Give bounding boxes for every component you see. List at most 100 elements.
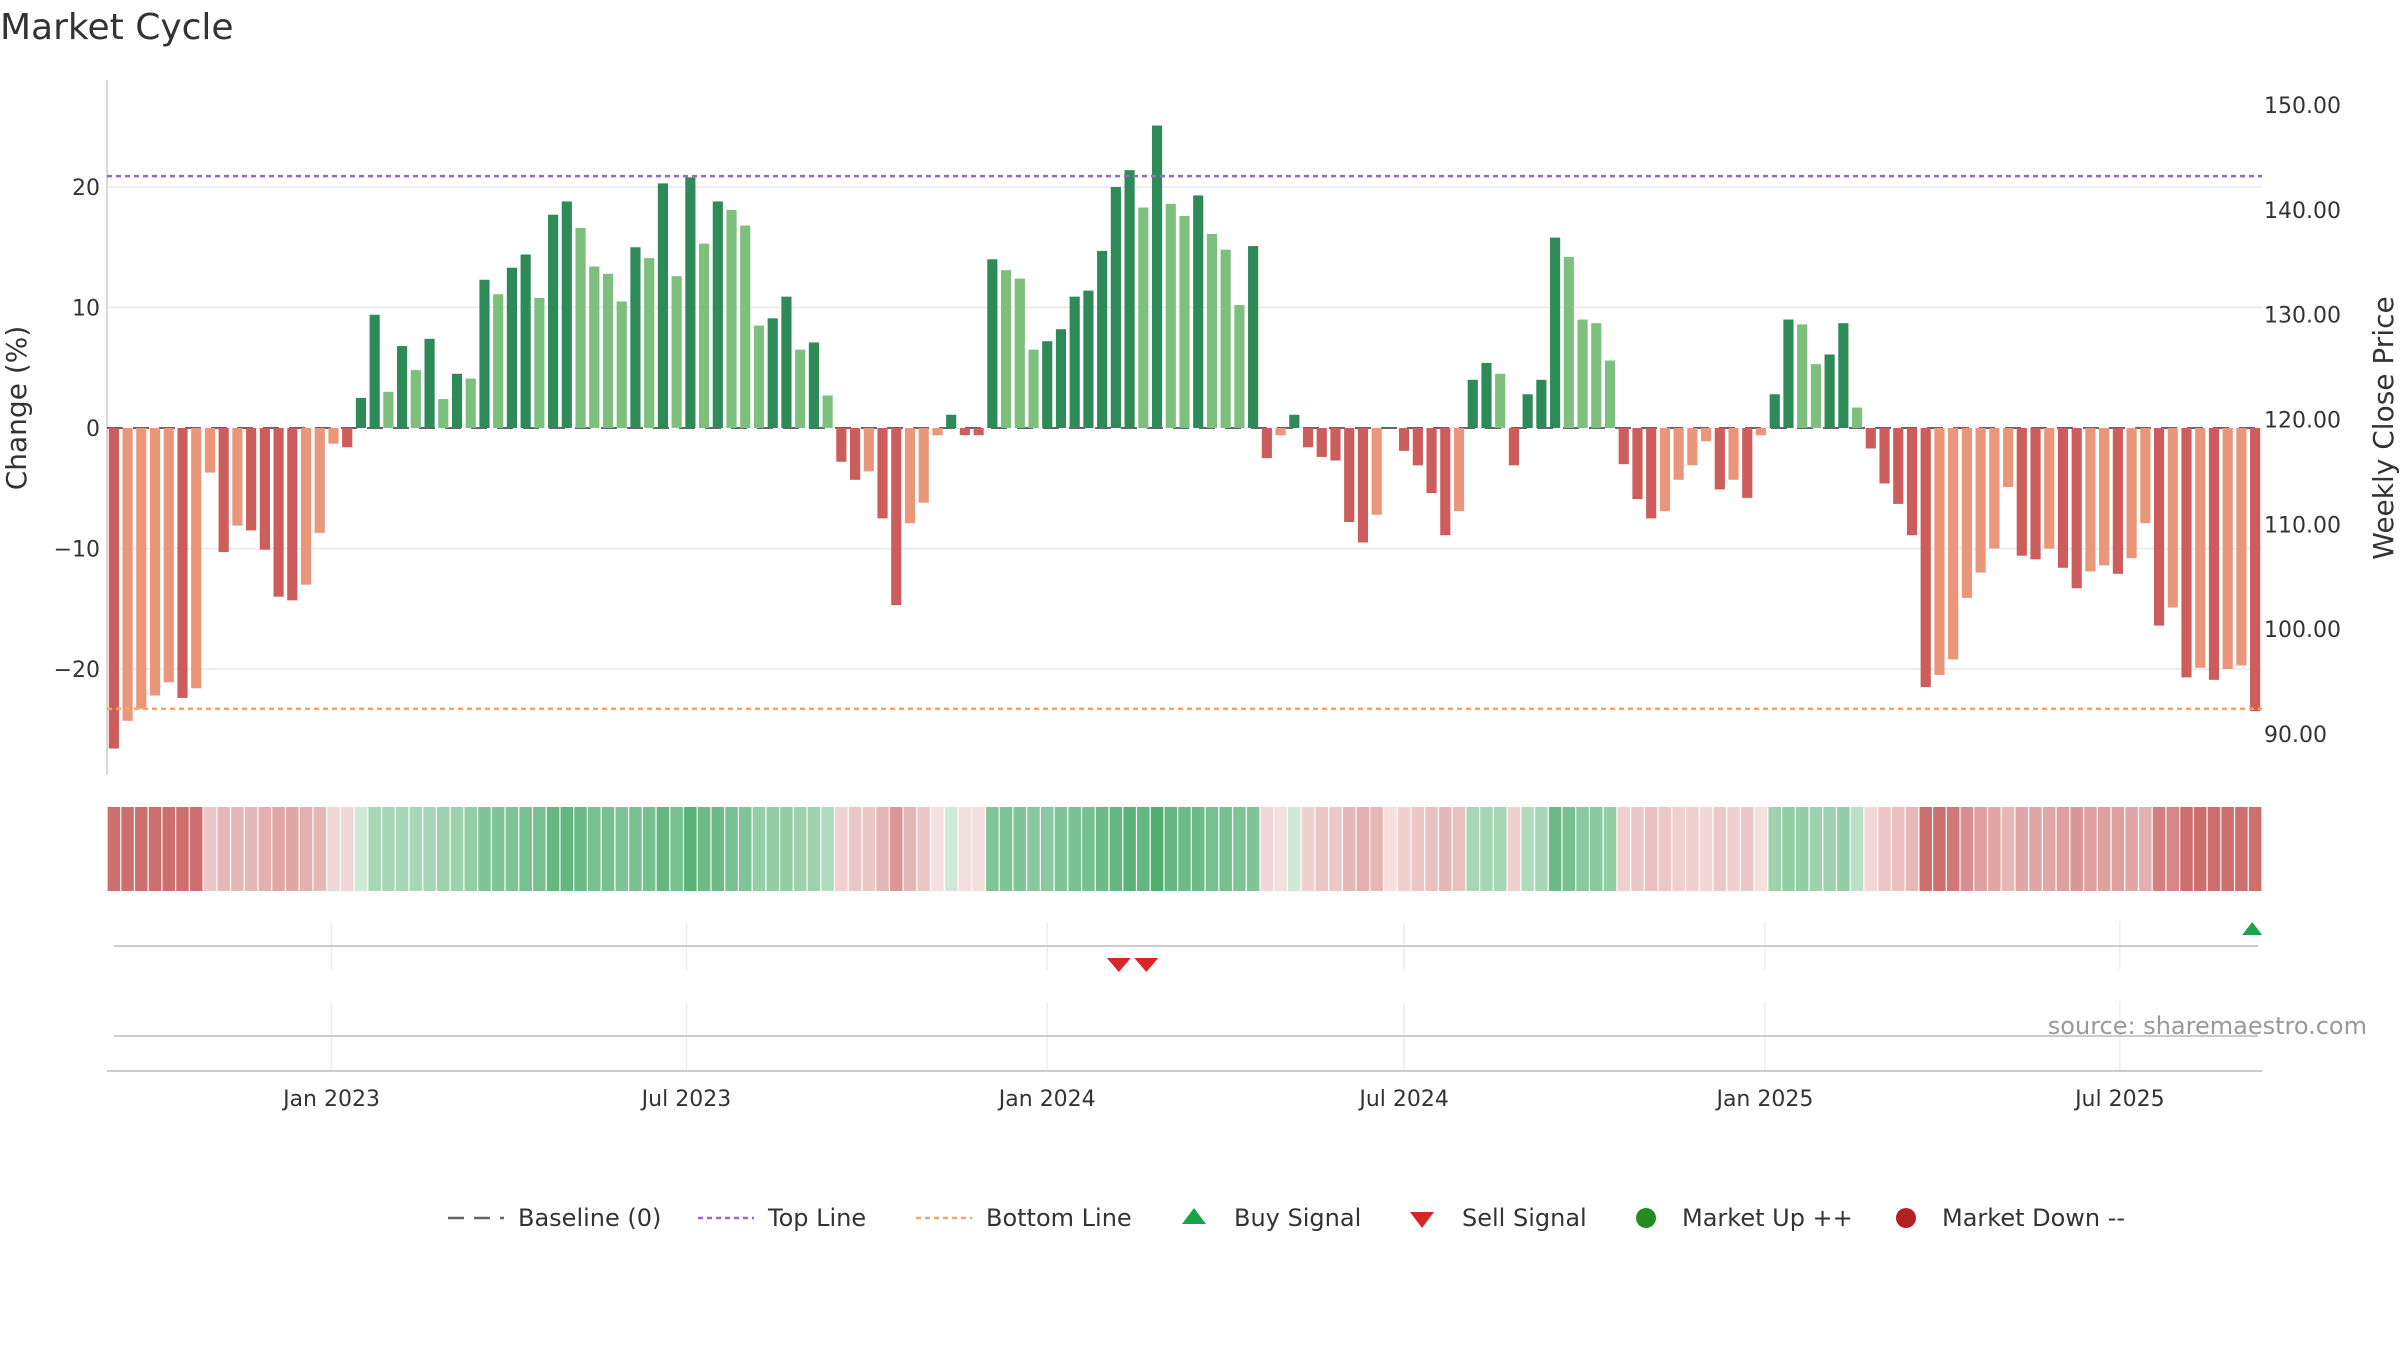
y-tick-label: −10 xyxy=(54,538,100,563)
heat-cell xyxy=(1411,807,1425,891)
change-bar xyxy=(1316,428,1327,457)
heat-cell xyxy=(807,807,821,891)
change-bar xyxy=(493,294,504,428)
heat-cell xyxy=(2139,807,2152,891)
signal-panel xyxy=(114,922,2263,972)
heat-cell xyxy=(286,807,299,891)
heat-cell xyxy=(1823,807,1836,891)
heat-cell xyxy=(793,807,807,891)
heat-cell xyxy=(835,807,848,891)
change-bar xyxy=(122,428,133,721)
change-bar xyxy=(1000,270,1012,428)
heat-cell xyxy=(313,807,327,891)
change-bar xyxy=(891,428,902,606)
heat-cell xyxy=(601,807,615,891)
change-bar xyxy=(1577,319,1588,428)
change-bar xyxy=(1659,428,1670,512)
heat-cell xyxy=(1384,807,1397,891)
heat-cell xyxy=(464,807,478,891)
change-bar xyxy=(630,247,641,428)
legend-item-buy-signal: Buy Signal xyxy=(1182,1204,1361,1232)
heat-cell xyxy=(1782,807,1795,891)
heat-cell xyxy=(642,807,656,891)
change-bar xyxy=(1097,250,1108,428)
change-bar xyxy=(300,428,312,585)
change-bar xyxy=(2016,428,2027,556)
y2-tick-label: 130.00 xyxy=(2264,304,2341,329)
change-bar xyxy=(246,428,257,531)
heat-cell xyxy=(958,807,972,891)
change-bar xyxy=(1440,428,1451,536)
heat-cell xyxy=(2221,807,2234,891)
change-bar xyxy=(1467,379,1478,428)
change-bar xyxy=(1151,125,1163,429)
change-bar xyxy=(1399,428,1410,451)
change-bar xyxy=(1522,394,1533,428)
heat-cell xyxy=(1672,807,1685,891)
change-bar xyxy=(218,428,229,553)
sell-signal-marker xyxy=(1134,958,1159,972)
change-bar xyxy=(2181,428,2192,678)
heat-cell xyxy=(615,807,628,891)
change-bar xyxy=(1769,394,1780,428)
change-bar xyxy=(987,259,998,428)
legend-label: Market Up ++ xyxy=(1682,1204,1853,1232)
change-bar xyxy=(1234,305,1245,428)
change-bar xyxy=(1701,428,1712,442)
heat-cell xyxy=(1754,807,1768,891)
heat-cell xyxy=(189,807,203,891)
change-bar xyxy=(2236,428,2247,666)
heat-cell xyxy=(409,807,423,891)
change-bar xyxy=(355,397,367,428)
change-bar xyxy=(973,428,984,436)
heat-cell xyxy=(2152,807,2166,891)
legend-label: Baseline (0) xyxy=(518,1204,661,1232)
change-bar xyxy=(1536,379,1547,428)
legend-label: Market Down -- xyxy=(1942,1204,2125,1232)
heat-cell xyxy=(1260,807,1274,891)
heat-cell xyxy=(766,807,779,891)
change-bar xyxy=(1934,428,1945,676)
heat-cell xyxy=(1123,807,1136,891)
heat-cell xyxy=(2056,807,2070,891)
change-bar xyxy=(1083,290,1094,428)
change-bar xyxy=(1124,170,1135,428)
change-bar xyxy=(1344,428,1355,522)
heat-cell xyxy=(2097,807,2111,891)
heat-cell xyxy=(176,807,189,891)
heat-cell xyxy=(2180,807,2193,891)
heat-cell xyxy=(2193,807,2207,891)
change-bar xyxy=(204,428,216,473)
change-bar xyxy=(2167,428,2178,608)
y-tick-label: −20 xyxy=(54,658,100,683)
heat-cell xyxy=(519,807,532,891)
change-bar xyxy=(1563,256,1574,428)
legend-swatch xyxy=(1636,1208,1656,1228)
change-bar xyxy=(2057,428,2069,568)
heat-cell xyxy=(1301,807,1315,891)
change-bar xyxy=(2126,428,2137,559)
change-bar xyxy=(1961,428,1972,598)
buy-signal-marker xyxy=(2242,922,2263,935)
heat-cell xyxy=(780,807,793,891)
change-bar xyxy=(1865,428,1876,449)
heat-cell xyxy=(752,807,766,891)
change-bar xyxy=(1755,428,1767,436)
change-bar xyxy=(424,338,435,428)
change-bar xyxy=(918,428,929,503)
heat-cell xyxy=(697,807,711,891)
change-bar xyxy=(849,428,861,480)
legend-item-top-line: Top Line xyxy=(698,1204,866,1232)
heat-cell xyxy=(2029,807,2042,891)
heat-cell xyxy=(1095,807,1109,891)
y-axis-title: Change (%) xyxy=(0,326,33,491)
heat-cell xyxy=(1205,807,1219,891)
legend-item-baseline-0: Baseline (0) xyxy=(448,1204,661,1232)
heat-cell xyxy=(533,807,546,891)
x-tick-label: Jul 2024 xyxy=(1357,1087,1449,1112)
change-bar xyxy=(438,399,449,428)
heat-cell xyxy=(1507,807,1521,891)
heat-cell xyxy=(299,807,313,891)
heat-cell xyxy=(107,807,121,891)
change-bar xyxy=(1138,207,1149,428)
